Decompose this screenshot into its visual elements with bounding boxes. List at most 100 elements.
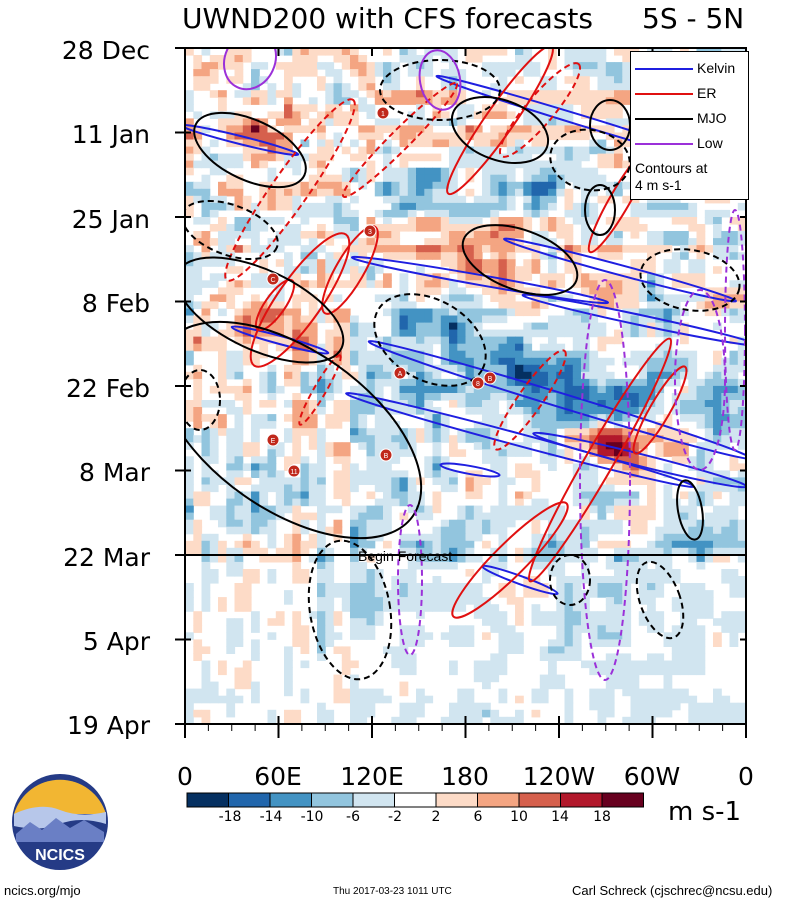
x-tick-label: 120E	[340, 762, 404, 791]
heat-cell	[622, 48, 632, 56]
heat-cell	[539, 554, 549, 563]
er-contour	[341, 81, 459, 199]
heat-cell	[630, 217, 640, 225]
heat-cell	[317, 491, 326, 500]
heat-cell	[424, 364, 434, 373]
heat-cell	[498, 716, 508, 724]
heat-cell	[572, 83, 582, 91]
heat-cell	[729, 421, 739, 429]
heat-cell	[209, 62, 219, 70]
heat-cell	[704, 294, 714, 302]
heat-cell	[572, 322, 582, 331]
heat-cell	[317, 371, 326, 380]
heat-cell	[333, 202, 343, 211]
heat-cell	[317, 428, 326, 436]
heat-cell	[523, 336, 533, 345]
heat-cell	[531, 160, 541, 169]
heat-cell	[424, 62, 434, 70]
heat-cell	[226, 231, 236, 239]
heat-cell	[449, 470, 458, 478]
heat-cell	[713, 639, 722, 647]
heat-cell	[267, 519, 277, 528]
heat-cell	[655, 329, 665, 338]
heat-cell	[440, 364, 450, 373]
heat-cell	[465, 343, 475, 352]
heat-cell	[581, 625, 590, 633]
heat-cell	[630, 505, 640, 514]
heat-cell	[465, 364, 475, 373]
heat-cell	[325, 181, 335, 190]
heat-cell	[457, 139, 467, 148]
heat-cell	[515, 449, 524, 457]
heat-cell	[440, 632, 450, 640]
heat-cell	[556, 674, 566, 683]
heat-cell	[366, 505, 376, 514]
heat-cell	[630, 512, 640, 521]
heat-cell	[457, 146, 467, 155]
heat-cell	[300, 547, 310, 556]
heat-cell	[498, 245, 508, 253]
heat-cell	[449, 442, 458, 450]
heat-cell	[721, 407, 731, 415]
heat-cell	[556, 583, 566, 591]
heat-cell	[539, 104, 549, 112]
heat-cell	[218, 350, 227, 359]
mjo-contour	[185, 199, 279, 261]
heat-cell	[581, 76, 590, 84]
heat-cell	[572, 484, 582, 493]
heat-cell	[251, 526, 260, 535]
heat-cell	[630, 576, 640, 584]
er-contour	[493, 349, 567, 451]
heat-cell	[333, 456, 343, 464]
storm-marker-label: 8	[476, 381, 480, 388]
heat-cell	[622, 491, 632, 500]
heat-cell	[300, 111, 310, 119]
heat-cell	[292, 125, 302, 133]
heat-cell	[465, 554, 475, 563]
heat-cell	[663, 519, 673, 528]
heat-cell	[482, 407, 491, 415]
heat-cell	[680, 604, 689, 612]
heat-cell	[317, 653, 326, 661]
heat-cell	[284, 414, 293, 422]
heat-cell	[680, 231, 689, 239]
heat-cell	[292, 371, 302, 380]
heat-cell	[341, 477, 351, 485]
colorbar-label: -2	[388, 809, 402, 825]
heat-cell	[341, 202, 351, 211]
heat-cell	[267, 97, 277, 105]
heat-cell	[713, 400, 722, 408]
heat-cell	[193, 343, 203, 352]
heat-cell	[498, 48, 508, 56]
heat-cell	[333, 477, 343, 485]
footer-left[interactable]: ncics.org/mjo	[4, 883, 81, 898]
heat-cell	[333, 632, 343, 640]
heat-cell	[531, 547, 541, 556]
heat-cell	[308, 611, 318, 619]
heat-cell	[383, 350, 392, 359]
heat-cell	[523, 146, 533, 155]
heat-cell	[440, 273, 450, 281]
heat-cell	[713, 350, 722, 359]
heat-cell	[564, 153, 574, 162]
heat-cell	[185, 97, 194, 105]
heat-cell	[548, 174, 557, 183]
heat-cell	[358, 336, 368, 345]
heat-cell	[696, 709, 706, 718]
heat-cell	[548, 547, 557, 556]
heat-cell	[259, 484, 269, 493]
heat-cell	[605, 287, 615, 295]
heat-cell	[185, 357, 194, 366]
heat-cell	[234, 90, 244, 98]
heat-cell	[523, 590, 533, 598]
heat-cell	[737, 491, 746, 500]
heat-cell	[556, 611, 566, 619]
heat-cell	[366, 132, 376, 141]
heat-cell	[696, 252, 706, 260]
heat-cell	[605, 414, 615, 422]
heat-cell	[597, 273, 607, 281]
heat-cell	[317, 590, 326, 598]
heat-cell	[234, 632, 244, 640]
heat-cell	[680, 667, 689, 676]
heat-cell	[218, 519, 227, 528]
